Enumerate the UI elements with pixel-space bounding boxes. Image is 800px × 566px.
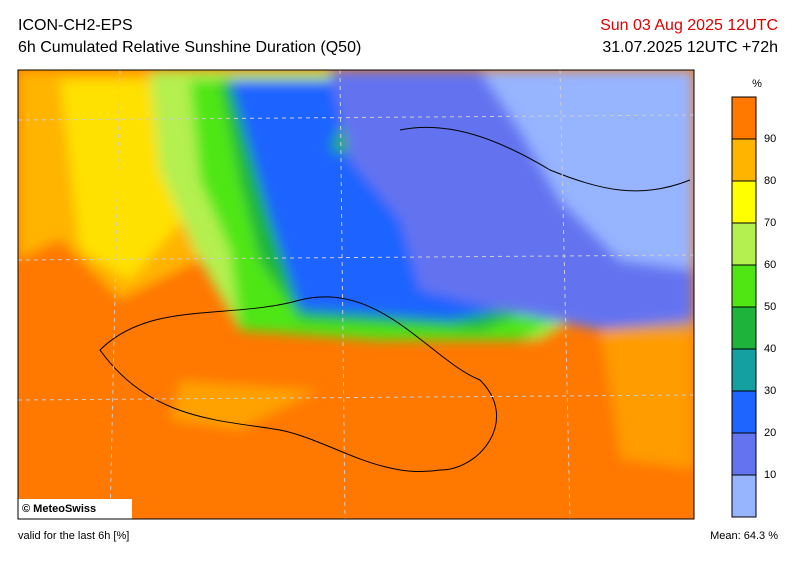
colorbar: 10 20 30 40 50 60 70 80 90 (731, 96, 776, 518)
map-title: 6h Cumulated Relative Sunshine Duration … (18, 39, 361, 56)
footer-note: valid for the last 6h [%] (18, 530, 129, 542)
colorbar-tick-label: 20 (764, 427, 776, 439)
model-name: ICON-CH2-EPS (18, 17, 133, 34)
credit: © MeteoSwiss (22, 503, 96, 515)
colorbar-cell (732, 139, 756, 181)
colorbar-tick-label: 50 (764, 301, 776, 313)
colorbar-tick-label: 70 (764, 217, 776, 229)
colorbar-cell (732, 223, 756, 265)
colorbar-cell (732, 349, 756, 391)
colorbar-tick-label: 60 (764, 259, 776, 271)
colorbar-cell (732, 265, 756, 307)
legend-unit: % (752, 78, 762, 90)
valid-date: Sun 03 Aug 2025 12UTC (600, 17, 778, 34)
colorbar-cell (732, 307, 756, 349)
map-frame (17, 69, 695, 520)
colorbar-tick-label: 10 (764, 469, 776, 481)
colorbar-tick-label: 30 (764, 385, 776, 397)
colorbar-tick-label: 90 (764, 133, 776, 145)
map: © MeteoSwiss (18, 70, 694, 519)
colorbar-tick-label: 40 (764, 343, 776, 355)
colorbar-tick-label: 80 (764, 175, 776, 187)
mean-value: Mean: 64.3 % (710, 530, 778, 542)
run-info: 31.07.2025 12UTC +72h (602, 39, 778, 56)
colorbar-cell (732, 433, 756, 475)
colorbar-cell (732, 391, 756, 433)
colorbar-cell (732, 181, 756, 223)
colorbar-cell (732, 475, 756, 517)
colorbar-cell (732, 97, 756, 139)
